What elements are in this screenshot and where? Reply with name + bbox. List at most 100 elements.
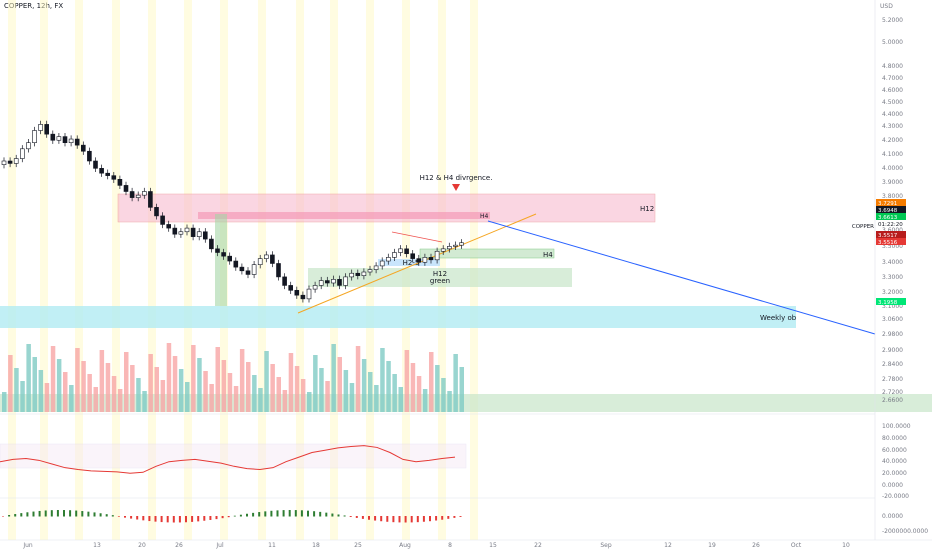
price-tick-label: 4.4000 — [882, 111, 903, 118]
candle-body — [373, 265, 379, 270]
candle-body — [68, 138, 74, 143]
time-axis-label: 26 — [175, 542, 183, 549]
candle-body — [404, 248, 409, 255]
volume-bar — [392, 374, 397, 412]
macd-bar — [99, 513, 102, 517]
volume-bar — [130, 365, 135, 412]
macd-bar — [166, 516, 169, 523]
macd-bar — [386, 516, 389, 522]
candle-body — [300, 294, 306, 300]
price-tick-label: 3.1000 — [882, 303, 903, 310]
candle-body — [62, 136, 68, 144]
volume-bar — [410, 363, 416, 412]
down-arrow-icon — [452, 184, 460, 191]
green-column-zone — [215, 214, 227, 306]
volume-bar — [313, 355, 318, 412]
candle-body — [13, 158, 19, 164]
candle-body — [294, 290, 300, 296]
macd-bar — [368, 516, 370, 520]
price-tick-label: 5.0000 — [882, 39, 903, 46]
volume-bar — [14, 368, 19, 412]
oscillator-line — [0, 445, 456, 474]
volume-bar — [368, 372, 373, 412]
macd-bar — [282, 510, 285, 517]
macd-bar — [398, 516, 401, 523]
candle-body — [331, 279, 336, 284]
macd-bar — [148, 516, 151, 522]
candle-body — [355, 272, 361, 276]
volume-bar — [99, 350, 105, 412]
oscillator-tick-label: 20.0000 — [882, 470, 907, 477]
candle-body — [209, 238, 214, 250]
macd-bar — [215, 516, 218, 520]
volume-bar — [75, 348, 80, 412]
volume-bar — [404, 350, 410, 412]
macd-bar — [32, 511, 35, 517]
volume-bar — [355, 346, 361, 412]
candle-body — [440, 248, 446, 252]
volume-bar — [282, 390, 288, 412]
candle-body — [453, 244, 458, 247]
volume-bar — [349, 383, 355, 412]
candle-body — [416, 258, 422, 263]
volume-bar — [276, 377, 281, 412]
macd-bar — [69, 510, 72, 517]
candle-body — [172, 227, 178, 235]
session-highlight — [112, 0, 120, 540]
price-tag-label: 3.1958 — [878, 300, 898, 306]
candle-body — [263, 254, 269, 259]
oscillator-tick-label: 40.0000 — [882, 458, 907, 465]
macd-bar — [136, 516, 139, 520]
volume-bar — [398, 387, 403, 412]
macd-bar — [355, 516, 358, 518]
price-tick-label: 3.3000 — [882, 274, 903, 281]
macd-bar — [117, 516, 120, 517]
macd-bar — [130, 516, 133, 519]
macd-tick-label: -2000000.0000 — [882, 528, 928, 535]
macd-bar — [239, 514, 242, 517]
weekly-ob-zone — [0, 306, 796, 328]
candle-body — [288, 285, 294, 291]
price-tick-label: 4.7000 — [882, 75, 903, 82]
time-axis-label: 19 — [708, 542, 716, 549]
volume-bar — [160, 380, 166, 412]
macd-bar — [307, 510, 309, 517]
macd-bar — [380, 516, 383, 522]
macd-bar — [172, 516, 175, 523]
price-tag — [876, 206, 906, 213]
candle-body — [367, 269, 373, 273]
volume-bar — [38, 370, 44, 412]
time-axis-label: 26 — [752, 542, 760, 549]
macd-bar — [26, 512, 29, 517]
volume-bar — [239, 349, 245, 412]
volume-bar — [56, 359, 62, 412]
price-tag — [876, 213, 906, 220]
candle-body — [111, 175, 117, 180]
price-tick-label: 2.8400 — [882, 361, 903, 368]
macd-bar — [422, 516, 425, 522]
volume-green-zone — [0, 394, 932, 412]
macd-bar — [270, 510, 273, 517]
price-tag-label: 3.5517 — [878, 233, 898, 239]
oscillator-tick-label: -20.0000 — [882, 493, 909, 500]
volume-bar — [441, 378, 446, 412]
macd-bar — [221, 516, 224, 519]
h4-small-label: H4 — [480, 213, 489, 220]
candle-body — [81, 144, 86, 152]
candle-body — [129, 191, 135, 198]
macd-bar — [111, 515, 114, 517]
candle-body — [324, 280, 330, 284]
candle-body — [270, 254, 275, 264]
price-tick-label: 3.0600 — [882, 316, 903, 323]
macd-bar — [459, 516, 462, 517]
candle-body — [428, 257, 434, 261]
time-axis-label: 12 — [664, 542, 672, 549]
volume-bar — [111, 376, 117, 412]
volume-bar — [154, 367, 159, 412]
price-tick-label: 2.9000 — [882, 347, 903, 354]
candle-body — [379, 260, 385, 267]
candle-body — [56, 136, 62, 141]
macd-bar — [160, 516, 163, 523]
volume-bar — [26, 344, 31, 412]
